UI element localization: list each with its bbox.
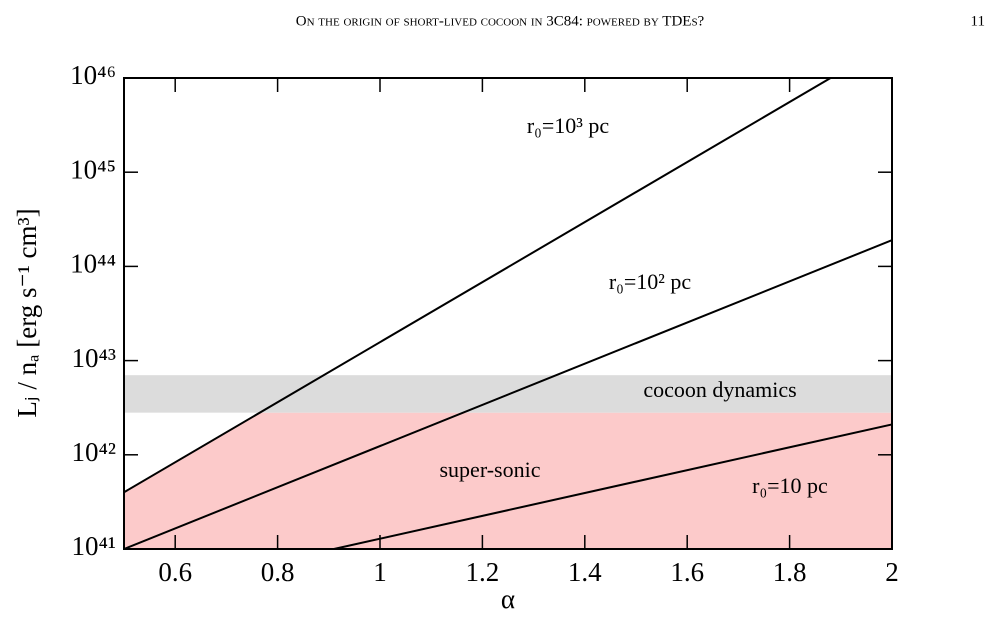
y-tick-label: 10⁴² [71, 437, 116, 467]
super-sonic-region [124, 412, 892, 549]
y-tick-label: 10⁴³ [71, 343, 116, 373]
band-label: cocoon dynamics [643, 377, 796, 402]
y-tick-label: 10⁴¹ [71, 531, 116, 561]
x-tick-label: 0.6 [158, 557, 192, 587]
page-number: 11 [971, 13, 985, 29]
series-line [333, 423, 893, 550]
series-label: r₀=10² pc [609, 269, 691, 294]
y-tick-label: 10⁴⁵ [70, 154, 116, 184]
x-tick-label: 1.8 [773, 557, 807, 587]
x-tick-label: 2 [885, 557, 899, 587]
running-title: On the origin of short-lived cocoon in 3… [296, 13, 705, 29]
x-tick-label: 0.8 [261, 557, 295, 587]
y-tick-label: 10⁴⁴ [70, 249, 116, 279]
x-tick-label: 1.2 [466, 557, 500, 587]
series-line [123, 239, 893, 550]
x-tick-label: 1.4 [568, 557, 602, 587]
x-tick-label: 1 [373, 557, 387, 587]
region-label: super-sonic [440, 457, 541, 482]
series-label: r₀=10 pc [752, 473, 828, 498]
series-label: r₀=10³ pc [527, 113, 609, 138]
plot-frame [123, 77, 893, 550]
x-axis-label: α [501, 584, 515, 614]
series-line [123, 77, 832, 494]
y-tick-label: 10⁴⁶ [70, 60, 116, 90]
x-tick-label: 1.6 [670, 557, 704, 587]
y-axis-label: Lⱼ / nₐ [erg s⁻¹ cm³] [12, 208, 42, 417]
